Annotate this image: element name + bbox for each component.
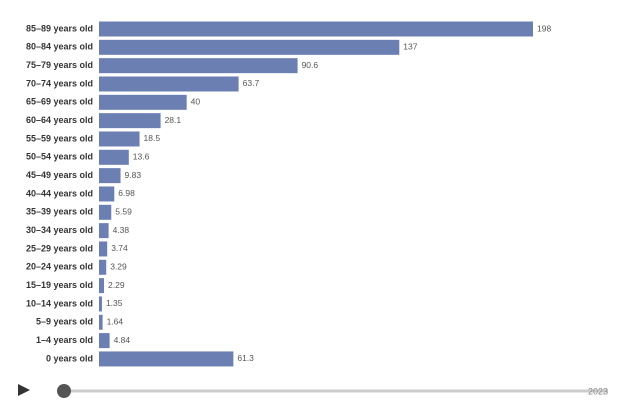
value-label: 18.5 — [144, 133, 161, 143]
value-label: 5.59 — [115, 207, 132, 217]
value-label: 90.6 — [302, 60, 319, 70]
category-label: 85–89 years old — [26, 23, 93, 33]
bar — [99, 149, 129, 165]
category-label: 45–49 years old — [26, 170, 93, 180]
bar — [99, 314, 103, 330]
category-label: 60–64 years old — [26, 115, 93, 125]
category-label: 0 years old — [46, 353, 93, 363]
category-label: 50–54 years old — [26, 152, 93, 162]
value-label: 2.29 — [108, 280, 125, 290]
bar — [99, 204, 112, 220]
value-label: 198 — [537, 23, 551, 33]
category-label: 40–44 years old — [26, 188, 93, 198]
timeline-handle[interactable] — [57, 384, 71, 398]
category-label: 1–4 years old — [36, 335, 93, 345]
category-label: 70–74 years old — [26, 78, 93, 88]
value-label: 13.6 — [133, 152, 150, 162]
value-label: 3.29 — [110, 262, 127, 272]
bar — [99, 76, 239, 92]
category-label: 55–59 years old — [26, 133, 93, 143]
category-label: 65–69 years old — [26, 97, 93, 107]
category-label: 25–29 years old — [26, 243, 93, 253]
category-label: 80–84 years old — [26, 42, 93, 52]
value-label: 40 — [191, 97, 201, 107]
value-label: 3.74 — [111, 243, 128, 253]
value-label: 63.7 — [243, 78, 260, 88]
bar — [99, 186, 115, 202]
bar — [99, 39, 400, 55]
value-label: 4.38 — [113, 225, 130, 235]
value-label: 137 — [403, 42, 417, 52]
bar — [99, 278, 105, 294]
bar — [99, 58, 298, 74]
bar — [99, 131, 140, 147]
value-label: 28.1 — [165, 115, 182, 125]
bar — [99, 259, 107, 275]
timeline-end-label: 2023 — [588, 386, 608, 396]
bar — [99, 241, 108, 257]
value-label: 6.98 — [118, 188, 135, 198]
category-label: 30–34 years old — [26, 225, 93, 235]
category-label: 10–14 years old — [26, 298, 93, 308]
value-label: 1.35 — [106, 298, 123, 308]
value-label: 4.84 — [114, 335, 131, 345]
value-label: 1.64 — [107, 317, 124, 327]
category-label: 20–24 years old — [26, 262, 93, 272]
bar — [99, 21, 533, 37]
category-label: 15–19 years old — [26, 280, 93, 290]
category-label: 75–79 years old — [26, 60, 93, 70]
bar — [99, 113, 161, 129]
category-label: 35–39 years old — [26, 207, 93, 217]
bar — [99, 223, 109, 239]
play-button[interactable] — [18, 384, 30, 396]
category-label: 5–9 years old — [36, 317, 93, 327]
bar — [99, 333, 110, 349]
bar — [99, 351, 234, 367]
bar — [99, 168, 121, 184]
bar — [99, 94, 187, 110]
bar — [99, 296, 102, 312]
value-label: 9.83 — [125, 170, 142, 180]
value-label: 61.3 — [237, 353, 254, 363]
